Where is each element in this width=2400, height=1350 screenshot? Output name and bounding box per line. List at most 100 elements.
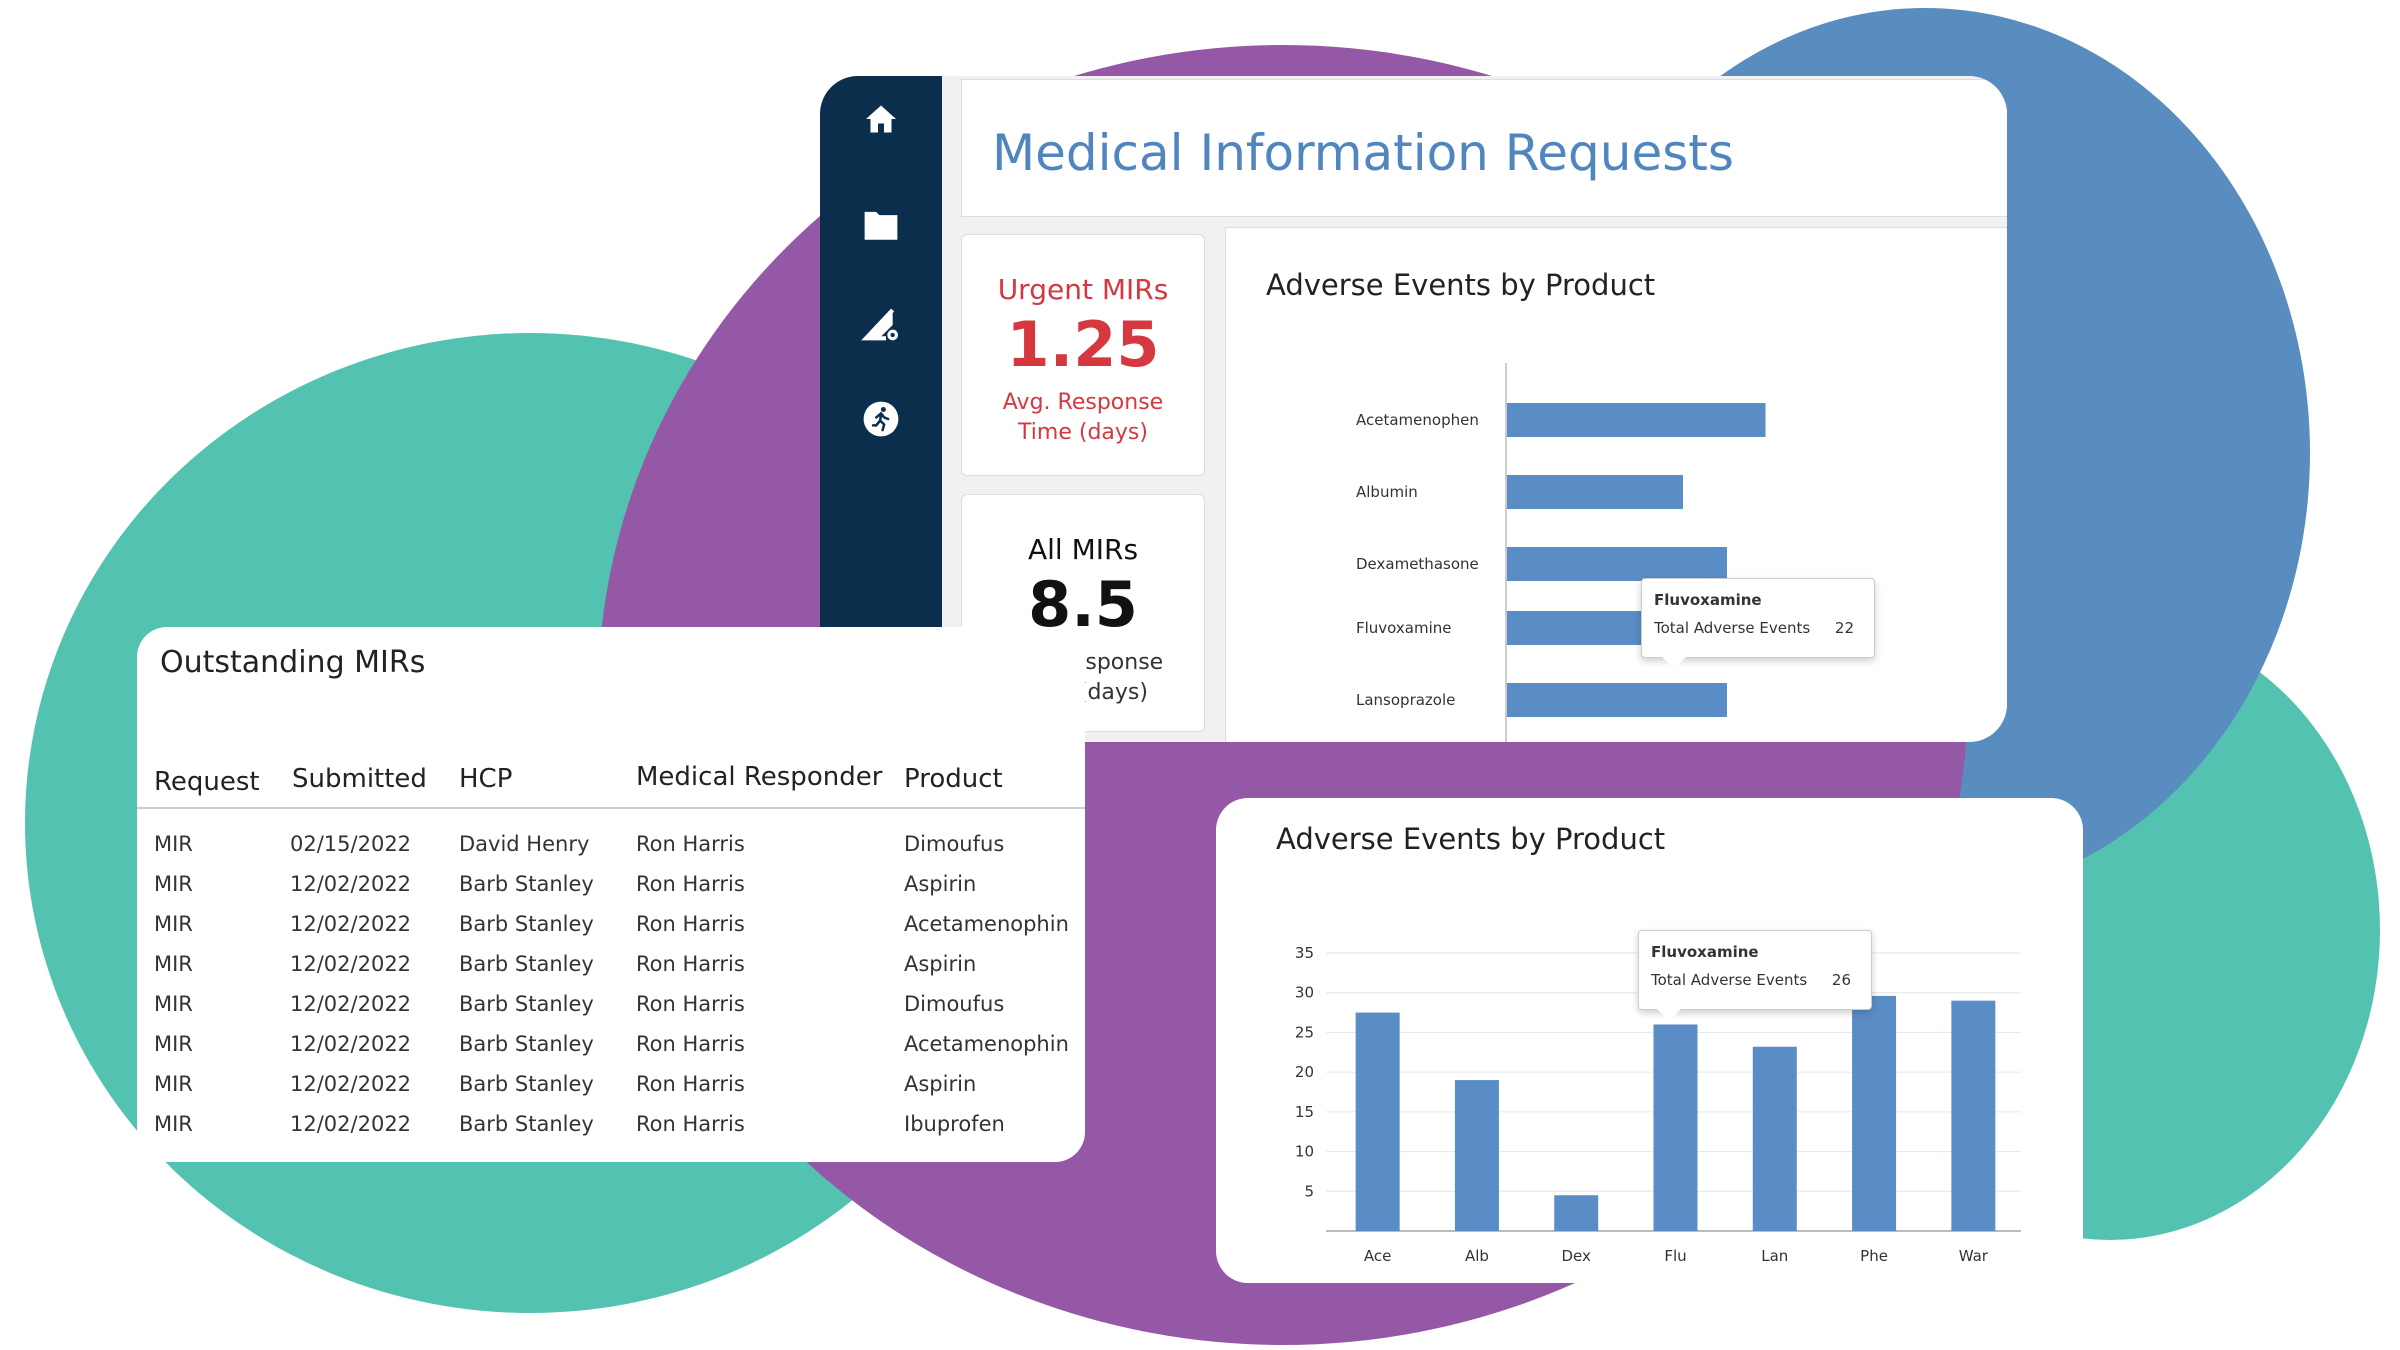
- y-tick-label: 30: [1295, 984, 1314, 1002]
- adverse-events-horizontal-chart: Adverse Events by Product Acetamenophen A…: [1225, 227, 2007, 742]
- cell-request: MIR: [154, 1072, 193, 1096]
- table-row[interactable]: MIR 12/02/2022 Barb Stanley Ron Harris Aspir…: [137, 952, 1085, 992]
- y-tick-label: 35: [1295, 944, 1314, 962]
- cell-hcp: Barb Stanley: [459, 912, 594, 936]
- cell-submitted: 12/02/2022: [290, 1072, 412, 1096]
- category-label: Fluvoxamine: [1356, 619, 1451, 637]
- table-row[interactable]: MIR 12/02/2022 Barb Stanley Ron Harris Dimou…: [137, 992, 1085, 1032]
- cell-hcp: Barb Stanley: [459, 992, 594, 1016]
- tooltip-label: Total Adverse Events: [1651, 971, 1808, 989]
- category-label: Albumin: [1356, 483, 1418, 501]
- cell-medical-responder: Ron Harris: [636, 832, 745, 856]
- cell-hcp: Barb Stanley: [459, 872, 594, 896]
- cell-product: Dimoufus: [904, 832, 1005, 856]
- bar-dexamethasone: [1507, 547, 1727, 581]
- activity-icon[interactable]: [858, 396, 904, 442]
- column-header-request[interactable]: Request: [154, 767, 260, 797]
- bar-alb: [1454, 1080, 1499, 1231]
- category-label: Dexamethasone: [1356, 555, 1479, 573]
- cell-medical-responder: Ron Harris: [636, 992, 745, 1016]
- cell-medical-responder: Ron Harris: [636, 872, 745, 896]
- kpi-heading: Urgent MIRs: [997, 273, 1169, 306]
- cell-product: Aspirin: [904, 872, 977, 896]
- x-tick-label: Flu: [1664, 1247, 1686, 1265]
- cell-medical-responder: Ron Harris: [636, 912, 745, 936]
- header-bar: Medical Information Requests: [961, 79, 2007, 217]
- cell-request: MIR: [154, 992, 193, 1016]
- cell-medical-responder: Ron Harris: [636, 1072, 745, 1096]
- x-tick-label: Dex: [1562, 1247, 1592, 1265]
- table-body: MIR 02/15/2022 David Henry Ron Harris Dimouf…: [137, 832, 1085, 1152]
- chart-title: Adverse Events by Product: [1266, 268, 1656, 302]
- cell-hcp: Barb Stanley: [459, 1072, 594, 1096]
- cell-hcp: Barb Stanley: [459, 1112, 594, 1136]
- cell-submitted: 12/02/2022: [290, 1112, 412, 1136]
- x-tick-label: Phe: [1860, 1247, 1888, 1265]
- bar-lansoprazole: [1507, 683, 1727, 717]
- cell-request: MIR: [154, 1032, 193, 1056]
- cell-hcp: Barb Stanley: [459, 1032, 594, 1056]
- settings-triangle-icon[interactable]: [858, 302, 904, 348]
- table-header: Request Submitted HCP Medical Responder …: [137, 752, 1085, 809]
- x-tick-label: Alb: [1465, 1247, 1489, 1265]
- bar-dex: [1554, 1195, 1599, 1231]
- x-tick-label: Lan: [1761, 1247, 1788, 1265]
- chart-title: Adverse Events by Product: [1276, 822, 1666, 856]
- cell-product: Aspirin: [904, 1072, 977, 1096]
- y-tick-label: 10: [1295, 1143, 1314, 1161]
- table-row[interactable]: MIR 02/15/2022 David Henry Ron Harris Dimouf…: [137, 832, 1085, 872]
- bar-phe: [1852, 995, 1897, 1231]
- outstanding-mirs-panel: Outstanding MIRs Request Submitted HCP M…: [137, 627, 1085, 1162]
- cell-product: Dimoufus: [904, 992, 1005, 1016]
- table-row[interactable]: MIR 12/02/2022 Barb Stanley Ron Harris Aspir…: [137, 1072, 1085, 1112]
- bar-ace: [1355, 1012, 1400, 1231]
- kpi-subtitle-line2: Time (days): [1018, 420, 1148, 445]
- cell-request: MIR: [154, 872, 193, 896]
- table-row[interactable]: MIR 12/02/2022 Barb Stanley Ron Harris Ibupr…: [137, 1112, 1085, 1152]
- tooltip-value: 26: [1831, 971, 1851, 989]
- kpi-subtitle-line1: Avg. Response: [1002, 390, 1164, 415]
- horizontal-bar-plot: Acetamenophen Albumin Dexamethasone Fluvoxa…: [1356, 363, 1766, 742]
- page-title: Medical Information Requests: [992, 124, 1734, 182]
- cell-product: Aspirin: [904, 952, 977, 976]
- bar-flu: [1653, 1024, 1698, 1231]
- cell-submitted: 12/02/2022: [290, 992, 412, 1016]
- chart-tooltip: Fluvoxamine Total Adverse Events 22: [1641, 578, 1875, 669]
- table-row[interactable]: MIR 12/02/2022 Barb Stanley Ron Harris Aspir…: [137, 872, 1085, 912]
- table-row[interactable]: MIR 12/02/2022 Barb Stanley Ron Harris Aceta…: [137, 1032, 1085, 1072]
- vertical-bar-plot: 5 10 15 20 25 30 35 Ace Alb Dex Flu Lan Phe War: [1295, 944, 2021, 1265]
- home-icon[interactable]: [858, 96, 904, 142]
- adverse-events-vertical-chart: Adverse Events by Product 5 10 15 20 25 30 35 A…: [1216, 798, 2083, 1283]
- y-tick-label: 20: [1295, 1063, 1314, 1081]
- cell-hcp: Barb Stanley: [459, 952, 594, 976]
- folder-icon[interactable]: [858, 202, 904, 248]
- column-header-medical-responder[interactable]: Medical Responder: [636, 762, 883, 792]
- bar-lan: [1752, 1046, 1797, 1231]
- tooltip-title: Fluvoxamine: [1654, 591, 1762, 609]
- cell-request: MIR: [154, 1112, 193, 1136]
- cell-medical-responder: Ron Harris: [636, 1032, 745, 1056]
- bar-albumin: [1507, 475, 1683, 509]
- tooltip-title: Fluvoxamine: [1651, 943, 1759, 961]
- cell-product: Ibuprofen: [904, 1112, 1005, 1136]
- bar-war: [1951, 1000, 1996, 1231]
- category-label: Lansoprazole: [1356, 691, 1455, 709]
- y-tick-label: 15: [1295, 1103, 1314, 1121]
- cell-medical-responder: Ron Harris: [636, 952, 745, 976]
- table-row[interactable]: MIR 12/02/2022 Barb Stanley Ron Harris Aceta…: [137, 912, 1085, 952]
- cell-request: MIR: [154, 952, 193, 976]
- x-tick-label: War: [1959, 1247, 1989, 1265]
- column-header-product[interactable]: Product: [904, 764, 1003, 794]
- cell-submitted: 12/02/2022: [290, 952, 412, 976]
- kpi-value: 1.25: [1006, 308, 1160, 381]
- cell-submitted: 02/15/2022: [290, 832, 412, 856]
- column-header-submitted[interactable]: Submitted: [292, 764, 427, 794]
- tooltip-value: 22: [1834, 619, 1854, 637]
- tooltip-label: Total Adverse Events: [1654, 619, 1811, 637]
- cell-product: Acetamenophin: [904, 1032, 1069, 1056]
- cell-submitted: 12/02/2022: [290, 872, 412, 896]
- kpi-card-urgent[interactable]: Urgent MIRs 1.25 Avg. Response Time (day…: [961, 234, 1205, 476]
- column-header-hcp[interactable]: HCP: [459, 764, 513, 794]
- category-label: Acetamenophen: [1356, 411, 1479, 429]
- chart-tooltip: Fluvoxamine Total Adverse Events 26: [1638, 930, 1872, 1021]
